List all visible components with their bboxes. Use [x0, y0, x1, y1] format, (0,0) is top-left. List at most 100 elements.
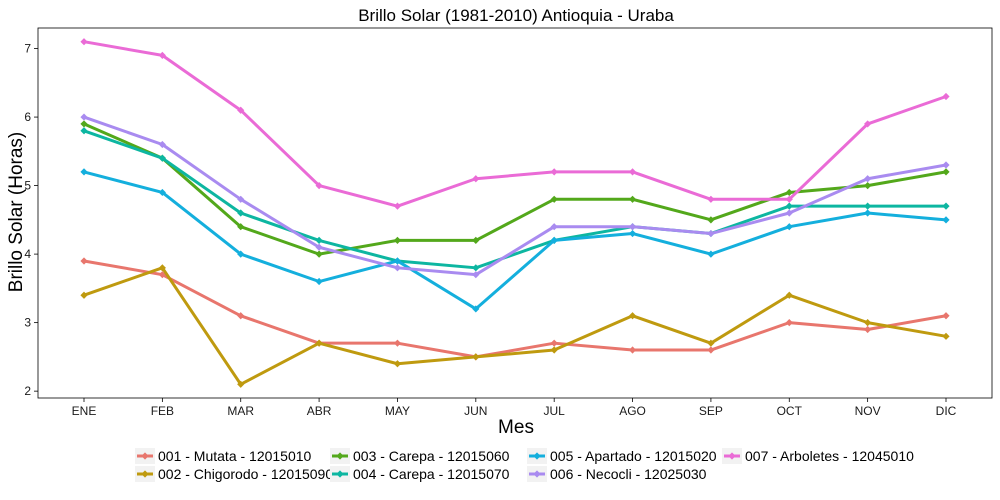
- data-point: [315, 243, 323, 251]
- series-line: [82, 170, 948, 311]
- x-tick-label: JUL: [544, 404, 566, 418]
- data-point: [315, 250, 323, 258]
- legend-item: 002 - Chigorodo - 12015090: [135, 466, 333, 482]
- x-tick-label: ENE: [72, 404, 97, 418]
- legend-key-marker: [728, 452, 736, 460]
- data-point: [80, 113, 88, 121]
- data-point: [237, 312, 245, 320]
- data-point: [472, 353, 480, 361]
- data-point: [80, 127, 88, 135]
- legend-label: 003 - Carepa - 12015060: [353, 448, 510, 464]
- data-point: [472, 264, 480, 272]
- y-tick-label: 2: [24, 384, 31, 398]
- data-point: [864, 175, 872, 183]
- series-line: [82, 122, 948, 256]
- data-point: [707, 195, 715, 203]
- data-point: [393, 360, 402, 368]
- legend-item: 006 - Necocli - 12025030: [527, 466, 707, 482]
- data-point: [707, 339, 715, 347]
- x-tick-label: AGO: [619, 404, 646, 418]
- legend-item: 003 - Carepa - 12015060: [330, 448, 510, 464]
- data-point: [158, 140, 166, 149]
- data-point: [785, 202, 793, 210]
- data-point: [785, 223, 793, 231]
- series-5: [80, 168, 950, 313]
- chart-title: Brillo Solar (1981-2010) Antioquia - Ura…: [358, 6, 674, 25]
- data-point: [785, 195, 793, 203]
- data-point: [237, 223, 245, 231]
- legend-key-marker: [141, 470, 149, 478]
- series-line: [82, 266, 948, 386]
- data-point: [80, 38, 88, 46]
- x-axis-title: Mes: [498, 417, 534, 438]
- data-point: [942, 168, 950, 176]
- data-point: [237, 380, 245, 388]
- legend-label: 001 - Mutata - 12015010: [158, 448, 312, 464]
- data-point: [707, 216, 715, 224]
- data-point: [785, 209, 793, 217]
- series-6: [80, 113, 950, 279]
- data-point: [942, 312, 950, 320]
- data-point: [628, 346, 637, 354]
- plot-panel: [37, 27, 993, 399]
- y-axis: 2 3 4 5 6 7: [24, 42, 38, 398]
- y-tick-label: 4: [24, 247, 31, 261]
- x-tick-label: SEP: [699, 404, 723, 418]
- x-tick-label: NOV: [855, 404, 881, 418]
- data-point: [550, 339, 558, 347]
- legend-label: 006 - Necocli - 12025030: [550, 466, 707, 482]
- legend-key-marker: [336, 452, 344, 460]
- data-point: [315, 236, 323, 245]
- data-point: [628, 223, 637, 231]
- data-point: [472, 175, 480, 183]
- data-point: [628, 229, 637, 238]
- legend-key-marker: [533, 452, 541, 460]
- series-line: [82, 129, 948, 270]
- data-point: [237, 250, 245, 258]
- x-axis: ENE FEB MAR ABR MAY JUN JUL AGO SEP OCT NOV DIC: [72, 398, 957, 418]
- data-point: [550, 195, 558, 203]
- data-point: [472, 305, 480, 313]
- legend-item: 001 - Mutata - 12015010: [135, 448, 312, 464]
- data-point: [550, 223, 558, 231]
- data-point: [393, 339, 402, 347]
- data-point: [472, 271, 480, 279]
- x-tick-label: FEB: [151, 404, 174, 418]
- legend-key-marker: [141, 452, 149, 460]
- series-7: [80, 38, 950, 210]
- data-point: [158, 51, 166, 60]
- x-tick-label: OCT: [777, 404, 803, 418]
- data-point: [628, 312, 637, 320]
- data-point: [942, 216, 950, 224]
- data-point: [158, 264, 166, 272]
- data-point: [942, 202, 950, 210]
- data-point: [237, 209, 245, 217]
- x-tick-label: JUN: [464, 404, 487, 418]
- series-line: [82, 259, 948, 359]
- series-line: [82, 115, 948, 277]
- data-point: [550, 346, 558, 354]
- data-point: [628, 195, 637, 203]
- data-point: [315, 181, 323, 190]
- data-point: [237, 106, 245, 114]
- legend-label: 005 - Apartado - 12015020: [550, 448, 717, 464]
- data-point: [80, 257, 88, 265]
- legend-item: 004 - Carepa - 12015070: [330, 466, 510, 482]
- data-point: [864, 181, 872, 190]
- data-point: [942, 332, 950, 340]
- data-point: [550, 236, 558, 245]
- data-point: [472, 236, 480, 245]
- x-tick-label: DIC: [936, 404, 957, 418]
- data-point: [707, 346, 715, 354]
- data-point: [393, 264, 402, 272]
- y-axis-title: Brillo Solar (Horas): [6, 132, 27, 292]
- data-point: [393, 257, 402, 265]
- legend-label: 002 - Chigorodo - 12015090: [158, 466, 333, 482]
- data-point: [707, 250, 715, 258]
- legend: 001 - Mutata - 12015010 002 - Chigorodo -…: [135, 448, 914, 482]
- legend-label: 007 - Arboletes - 12045010: [745, 448, 914, 464]
- data-point: [864, 209, 872, 217]
- data-point: [942, 161, 950, 169]
- y-tick-label: 3: [24, 316, 31, 330]
